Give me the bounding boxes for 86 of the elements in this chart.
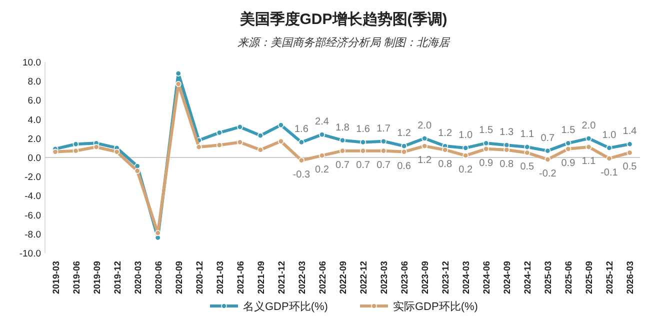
data-label: 1.5 — [561, 125, 576, 136]
y-tick-label: 6.0 — [28, 96, 41, 107]
x-tick-label: 2026-03 — [625, 261, 636, 294]
data-label: -0.2 — [539, 168, 557, 180]
point — [72, 141, 79, 148]
x-tick-label: 2019-12 — [112, 261, 122, 294]
x-tick-label: 2022-06 — [317, 261, 328, 294]
y-tick-label: 4.0 — [28, 114, 41, 126]
x-tick-label: 2024-06 — [482, 261, 492, 294]
data-label: 1.3 — [500, 127, 514, 138]
legend-label: 名义GDP环比(%) — [243, 300, 328, 313]
x-tick-label: 2021-12 — [276, 261, 286, 294]
chart-title: 美国季度GDP增长趋势图(季调) — [238, 10, 448, 28]
point — [114, 148, 120, 155]
data-label: 1.0 — [458, 130, 473, 141]
x-tick-label: 2025-09 — [584, 261, 594, 294]
data-label: 2.0 — [418, 120, 432, 132]
x-tick-label: 2022-12 — [358, 261, 369, 294]
data-label: 1.8 — [336, 122, 350, 134]
x-tick-label: 2024-03 — [461, 261, 472, 294]
data-label: 0.8 — [500, 158, 514, 170]
data-label: 1.7 — [376, 123, 391, 134]
x-tick-label: 2020-03 — [132, 261, 143, 294]
data-label: 0.9 — [479, 158, 494, 169]
x-tick-label: 2020-12 — [194, 261, 204, 294]
x-tick-label: 2023-12 — [440, 261, 451, 294]
x-tick-label: 2025-06 — [564, 261, 574, 294]
y-tick-label: -2.0 — [24, 172, 41, 184]
data-label: 0.7 — [356, 160, 370, 171]
x-tick-label: 2021-06 — [235, 261, 246, 294]
data-label: 1.2 — [397, 128, 412, 140]
data-label: 1.1 — [582, 156, 596, 167]
data-label: 0.2 — [315, 164, 330, 176]
x-tick-label: 2025-03 — [543, 261, 554, 294]
data-label: -0.3 — [292, 169, 311, 180]
point — [175, 80, 182, 87]
y-tick-label: 10.0 — [22, 58, 41, 68]
y-tick-label: -10.0 — [19, 248, 41, 260]
legend-label: 实际GDP环比(%) — [393, 300, 478, 313]
data-label: 2.0 — [582, 120, 596, 132]
data-label: 0.7 — [376, 160, 391, 171]
x-tick-label: 2022-09 — [338, 261, 348, 294]
point — [134, 168, 140, 174]
data-label: -0.1 — [600, 167, 618, 178]
data-label: 1.5 — [479, 125, 494, 136]
data-label: 0.2 — [458, 164, 473, 176]
y-tick-label: 0.0 — [28, 153, 41, 164]
x-tick-label: 2023-06 — [400, 261, 410, 294]
point — [278, 122, 284, 128]
data-label: 1.2 — [418, 155, 432, 166]
data-label: 0.6 — [397, 160, 412, 172]
data-label: 2.4 — [315, 116, 330, 128]
x-tick-label: 2024-12 — [522, 261, 533, 294]
x-tick-label: 2024-09 — [502, 261, 512, 294]
data-label: 0.5 — [622, 162, 638, 173]
point — [93, 144, 100, 150]
data-label: 0.9 — [561, 158, 576, 169]
data-label: 0.7 — [540, 132, 556, 144]
x-tick-label: 2021-09 — [256, 261, 266, 294]
x-tick-label: 2023-03 — [379, 261, 390, 294]
data-label: 1.2 — [438, 128, 452, 140]
y-tick-label: -6.0 — [24, 210, 41, 222]
y-tick-label: 2.0 — [28, 134, 41, 145]
data-label: 1.6 — [356, 124, 370, 136]
y-tick-label: -8.0 — [24, 229, 41, 240]
x-tick-label: 2019-09 — [92, 261, 102, 294]
data-label: 0.8 — [438, 158, 452, 170]
x-tick-label: 2025-12 — [604, 261, 615, 294]
x-tick-label: 2019-06 — [71, 261, 82, 294]
x-tick-label: 2020-06 — [153, 261, 164, 294]
point — [154, 230, 161, 236]
y-tick-label: 8.0 — [28, 76, 41, 88]
data-label: 1.0 — [602, 130, 617, 141]
x-tick-label: 2021-03 — [214, 261, 225, 294]
x-tick-label: 2022-03 — [296, 261, 307, 294]
data-label: 0.5 — [520, 162, 535, 173]
point — [298, 157, 304, 164]
x-tick-label: 2019-03 — [50, 261, 61, 294]
chart-subtitle: 来源：美国商务部经济分析局 制图：北海居 — [237, 36, 451, 49]
y-tick-label: -4.0 — [24, 191, 41, 202]
data-label: 1.6 — [294, 124, 309, 136]
x-tick-label: 2020-09 — [174, 261, 184, 294]
data-label: 0.7 — [336, 160, 350, 171]
data-label: 1.4 — [622, 126, 638, 138]
data-label: 1.1 — [520, 128, 535, 140]
x-tick-label: 2023-09 — [420, 261, 430, 294]
